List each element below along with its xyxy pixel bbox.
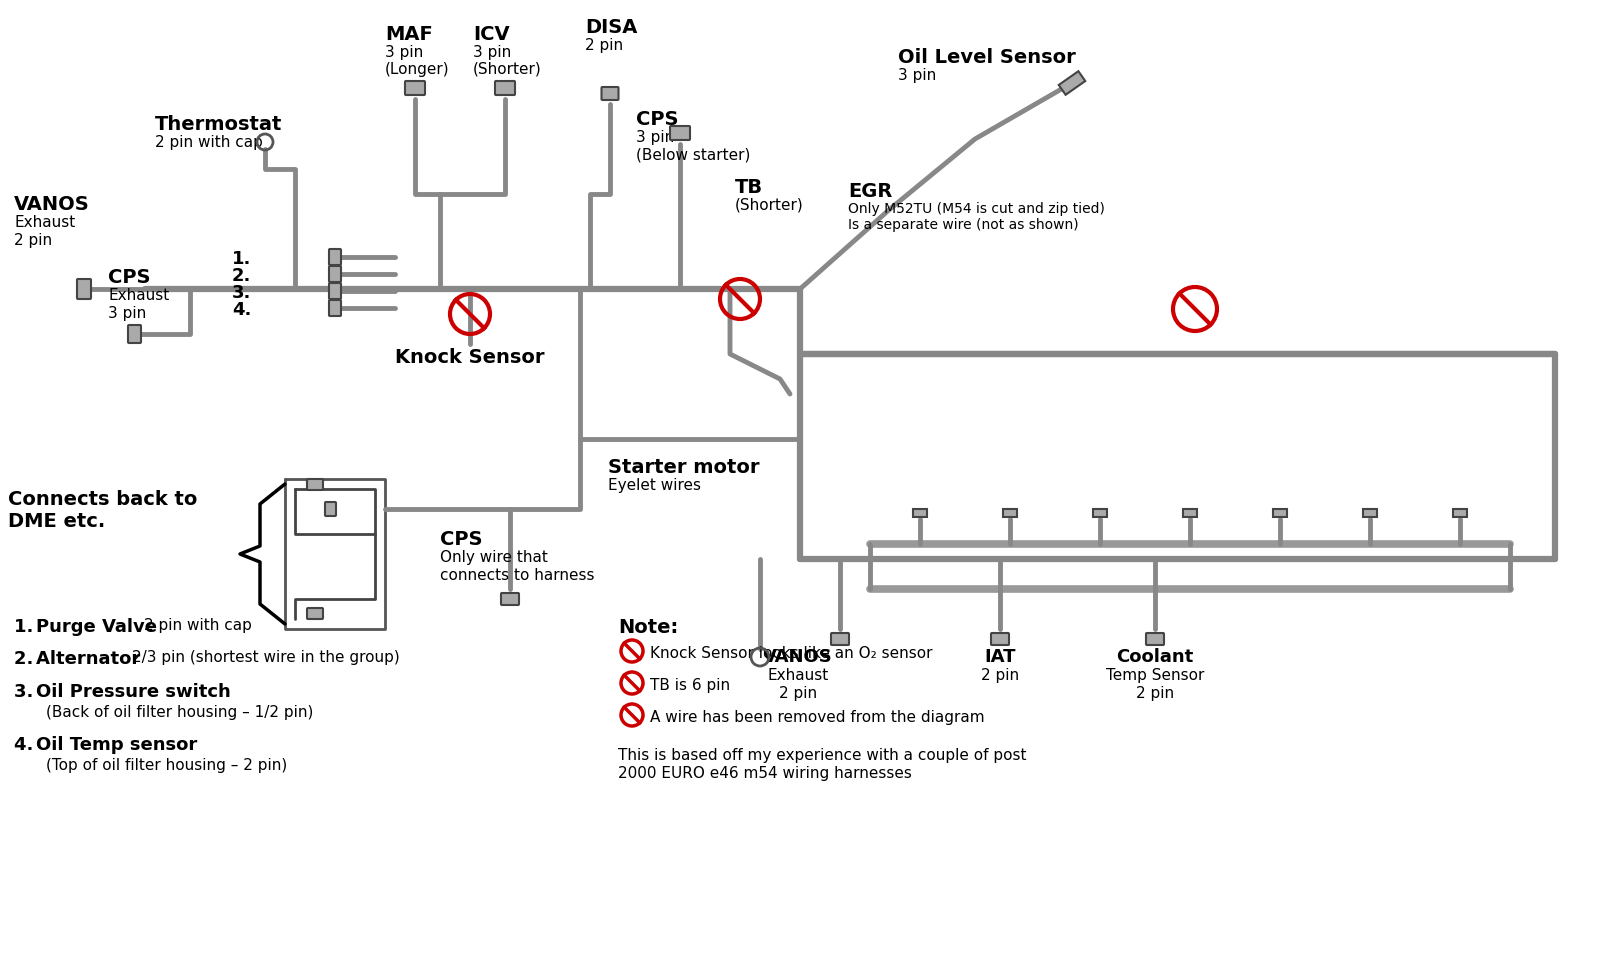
Text: CPS: CPS: [109, 268, 150, 286]
Text: VANOS: VANOS: [763, 648, 834, 665]
Text: (Shorter): (Shorter): [474, 62, 542, 77]
Text: VANOS: VANOS: [14, 194, 90, 214]
Text: Temp Sensor: Temp Sensor: [1106, 667, 1205, 682]
Text: MAF: MAF: [386, 25, 432, 44]
Text: Exhaust: Exhaust: [109, 287, 170, 303]
Text: Note:: Note:: [618, 617, 678, 636]
Text: 3 pin: 3 pin: [474, 45, 512, 60]
FancyBboxPatch shape: [830, 633, 850, 646]
Text: 3.: 3.: [232, 283, 251, 302]
FancyBboxPatch shape: [77, 279, 91, 300]
Bar: [1274, 509, 1286, 518]
Text: Oil Pressure switch: Oil Pressure switch: [35, 682, 230, 701]
Text: 2 pin with cap: 2 pin with cap: [155, 135, 262, 149]
Text: EGR: EGR: [848, 182, 893, 201]
Text: (Shorter): (Shorter): [734, 197, 803, 213]
Text: Exhaust: Exhaust: [768, 667, 829, 682]
Text: DME etc.: DME etc.: [8, 512, 106, 531]
Text: 2/3 pin (shortest wire in the group): 2/3 pin (shortest wire in the group): [131, 650, 400, 664]
Text: CPS: CPS: [637, 109, 678, 129]
Text: Knock Sensor looks like an O₂ sensor: Knock Sensor looks like an O₂ sensor: [650, 646, 933, 660]
Text: 3 pin: 3 pin: [109, 306, 146, 320]
Text: 4.: 4.: [14, 736, 46, 753]
Text: Thermostat: Thermostat: [155, 115, 282, 134]
Text: 3 pin: 3 pin: [637, 130, 674, 145]
FancyBboxPatch shape: [330, 283, 341, 300]
Text: Eyelet wires: Eyelet wires: [608, 478, 701, 492]
Text: Only wire that: Only wire that: [440, 549, 547, 565]
Text: 2 pin: 2 pin: [14, 233, 53, 248]
Text: (Back of oil filter housing – 1/2 pin): (Back of oil filter housing – 1/2 pin): [46, 704, 314, 719]
Text: 1.: 1.: [232, 250, 251, 268]
Text: TB: TB: [734, 178, 763, 196]
FancyBboxPatch shape: [602, 88, 619, 101]
FancyBboxPatch shape: [670, 127, 690, 141]
FancyBboxPatch shape: [330, 301, 341, 317]
Text: 1.: 1.: [14, 617, 46, 635]
Text: DISA: DISA: [586, 18, 637, 37]
FancyBboxPatch shape: [1146, 633, 1165, 646]
Bar: [1093, 509, 1107, 518]
FancyBboxPatch shape: [330, 250, 341, 266]
Text: 2 pin: 2 pin: [981, 667, 1019, 682]
Bar: [1059, 72, 1085, 96]
Text: 3.: 3.: [14, 682, 46, 701]
Text: This is based off my experience with a couple of post: This is based off my experience with a c…: [618, 747, 1027, 762]
Text: Alternator: Alternator: [35, 650, 147, 667]
Text: (Top of oil filter housing – 2 pin): (Top of oil filter housing – 2 pin): [46, 757, 288, 772]
Text: 3 pin: 3 pin: [386, 45, 424, 60]
Text: ICV: ICV: [474, 25, 510, 44]
FancyBboxPatch shape: [494, 82, 515, 96]
Text: IAT: IAT: [984, 648, 1016, 665]
Text: 2.: 2.: [14, 650, 46, 667]
Text: Oil Level Sensor: Oil Level Sensor: [898, 48, 1075, 67]
Text: 2000 EURO e46 m54 wiring harnesses: 2000 EURO e46 m54 wiring harnesses: [618, 765, 912, 781]
Text: 2 pin: 2 pin: [586, 38, 622, 53]
Text: Knock Sensor: Knock Sensor: [395, 348, 544, 366]
Text: Only M52TU (M54 is cut and zip tied): Only M52TU (M54 is cut and zip tied): [848, 202, 1106, 216]
Text: TB is 6 pin: TB is 6 pin: [650, 677, 730, 693]
Bar: [914, 509, 926, 518]
FancyBboxPatch shape: [990, 633, 1010, 646]
Bar: [1003, 509, 1018, 518]
Bar: [1453, 509, 1467, 518]
Text: A wire has been removed from the diagram: A wire has been removed from the diagram: [650, 709, 984, 724]
FancyBboxPatch shape: [307, 480, 323, 490]
FancyBboxPatch shape: [307, 609, 323, 619]
Text: Exhaust: Exhaust: [14, 215, 75, 230]
FancyBboxPatch shape: [405, 82, 426, 96]
Text: 2.: 2.: [232, 267, 251, 284]
Text: Starter motor: Starter motor: [608, 457, 760, 477]
Text: 3 pin: 3 pin: [898, 68, 936, 83]
Text: 2 pin: 2 pin: [1136, 685, 1174, 701]
Bar: [1182, 509, 1197, 518]
Text: Purge Valve: Purge Valve: [35, 617, 163, 635]
Text: 4.: 4.: [232, 301, 251, 319]
Text: connects to harness: connects to harness: [440, 568, 595, 582]
Bar: [1363, 509, 1378, 518]
Text: (Below starter): (Below starter): [637, 148, 750, 163]
FancyBboxPatch shape: [325, 502, 336, 517]
Text: Is a separate wire (not as shown): Is a separate wire (not as shown): [848, 218, 1078, 232]
FancyBboxPatch shape: [330, 267, 341, 282]
FancyBboxPatch shape: [128, 325, 141, 344]
Text: (Longer): (Longer): [386, 62, 450, 77]
Text: Oil Temp sensor: Oil Temp sensor: [35, 736, 197, 753]
FancyBboxPatch shape: [501, 593, 518, 606]
Text: Coolant: Coolant: [1117, 648, 1194, 665]
Text: 2 pin: 2 pin: [779, 685, 818, 701]
Text: Connects back to: Connects back to: [8, 489, 197, 508]
Text: 2 pin with cap: 2 pin with cap: [144, 617, 251, 632]
Text: CPS: CPS: [440, 530, 483, 548]
